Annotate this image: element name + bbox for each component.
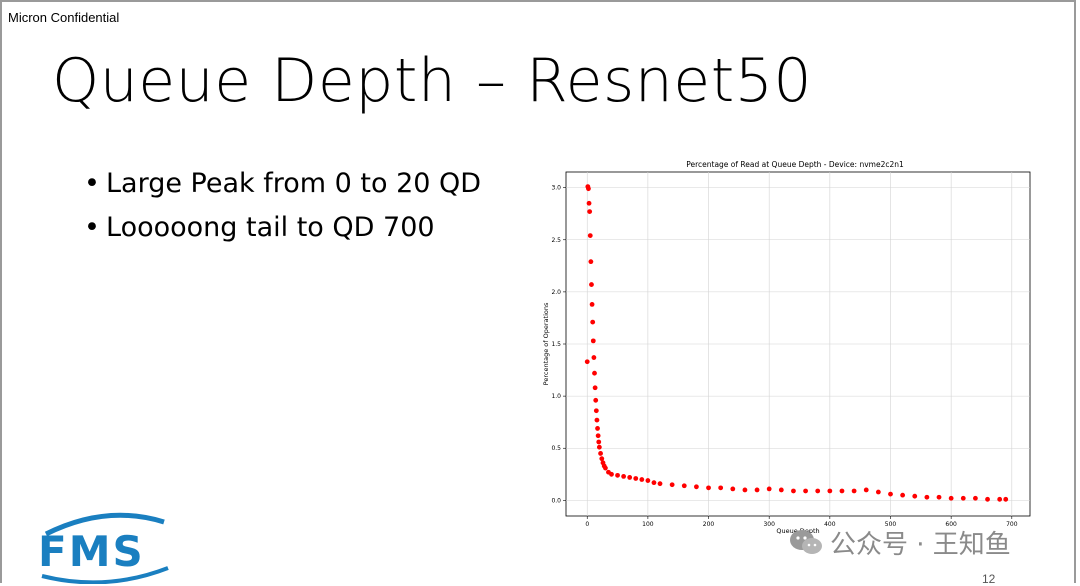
data-point <box>596 439 602 445</box>
data-point <box>681 483 687 489</box>
data-point <box>603 465 608 471</box>
data-point <box>595 426 600 431</box>
data-point <box>997 496 1003 502</box>
data-point <box>973 495 978 501</box>
data-point <box>586 186 591 192</box>
data-point <box>730 486 736 492</box>
data-point <box>592 370 597 376</box>
data-point <box>948 495 954 501</box>
data-point <box>595 433 601 439</box>
y-axis-label: Percentage of Operations <box>542 302 550 385</box>
data-point <box>589 282 594 287</box>
data-point <box>651 480 657 486</box>
bullet-dot-icon: • <box>84 168 100 199</box>
data-point <box>598 451 603 456</box>
data-point <box>621 473 627 479</box>
confidential-label: Micron Confidential <box>8 10 120 25</box>
x-tick-label: 600 <box>945 521 957 528</box>
chart-title: Percentage of Read at Queue Depth - Devi… <box>686 160 904 169</box>
data-point <box>599 456 605 462</box>
data-point <box>639 477 645 482</box>
y-tick-label: 1.5 <box>551 341 561 348</box>
bullet-text: Looooong tail to QD 700 <box>106 212 435 243</box>
data-point <box>791 488 796 494</box>
y-tick-label: 2.5 <box>551 237 561 244</box>
page-number: 12 <box>982 572 996 586</box>
y-tick-label: 0.5 <box>551 445 561 452</box>
data-point <box>1003 496 1009 502</box>
data-point <box>742 487 748 493</box>
grid-lines <box>566 172 1030 516</box>
data-point <box>936 494 942 500</box>
data-point <box>815 488 821 494</box>
data-point <box>888 491 893 497</box>
data-point <box>694 484 699 490</box>
bullet-item: • Large Peak from 0 to 20 QD <box>84 162 481 206</box>
data-point <box>851 488 857 494</box>
queue-depth-chart: Percentage of Read at Queue Depth - Devi… <box>542 160 1031 535</box>
data-point <box>633 476 639 481</box>
data-point <box>778 487 784 493</box>
data-point <box>718 485 724 491</box>
y-tick-label: 3.0 <box>551 185 561 192</box>
data-point <box>587 209 593 215</box>
data-point <box>590 319 596 325</box>
x-tick-label: 400 <box>824 521 836 528</box>
wechat-icon <box>790 530 822 554</box>
data-points <box>584 184 1009 502</box>
data-point <box>589 301 595 307</box>
bullet-item: • Looooong tail to QD 700 <box>84 206 481 250</box>
svg-text:FMS: FMS <box>38 527 145 576</box>
data-point <box>588 259 594 265</box>
data-point <box>766 486 772 492</box>
y-tick-label: 2.0 <box>551 289 561 296</box>
data-point <box>593 408 599 414</box>
data-point <box>645 478 651 483</box>
x-tick-label: 500 <box>885 521 897 528</box>
x-tick-label: 200 <box>703 521 715 528</box>
slide-title: Queue Depth – Resnet50 <box>52 46 813 116</box>
data-point <box>590 338 596 344</box>
fms-logo: FMS <box>38 512 169 584</box>
x-tick-label: 700 <box>1006 521 1018 528</box>
bullet-list: • Large Peak from 0 to 20 QD • Looooong ta… <box>84 162 481 250</box>
bullet-text: Large Peak from 0 to 20 QD <box>106 168 482 199</box>
watermark-text: 公众号 · 王知鱼 <box>830 529 1011 560</box>
data-point <box>596 444 602 450</box>
data-point <box>875 489 881 495</box>
data-point <box>584 359 590 365</box>
data-point <box>615 472 620 478</box>
axis-ticks: 0 100 200 300 400 500 600 700 0.0 0.5 1.0 1.5 2.0 2.5… <box>551 185 1017 528</box>
bullet-dot-icon: • <box>84 212 100 243</box>
data-point <box>924 494 930 500</box>
data-point <box>669 482 675 488</box>
data-point <box>863 487 869 493</box>
data-point <box>609 471 614 477</box>
data-point <box>900 492 906 498</box>
watermark: 公众号 · 王知鱼 <box>788 524 1058 560</box>
data-point <box>592 385 598 391</box>
data-point <box>912 493 918 499</box>
data-point <box>839 488 845 494</box>
data-point <box>594 417 600 423</box>
y-tick-label: 1.0 <box>551 393 561 400</box>
x-tick-label: 300 <box>763 521 775 528</box>
data-point <box>803 488 808 494</box>
x-tick-label: 100 <box>642 521 654 528</box>
data-point <box>960 495 966 501</box>
data-point <box>985 496 990 502</box>
data-point <box>593 397 599 403</box>
data-point <box>657 481 663 487</box>
data-point <box>627 475 633 480</box>
data-point <box>586 200 592 206</box>
data-point <box>587 233 593 238</box>
data-point <box>706 485 711 491</box>
data-point <box>827 488 833 494</box>
y-tick-label: 0.0 <box>551 497 561 504</box>
x-tick-label: 0 <box>585 521 589 528</box>
data-point <box>591 355 597 360</box>
data-point <box>754 487 760 493</box>
